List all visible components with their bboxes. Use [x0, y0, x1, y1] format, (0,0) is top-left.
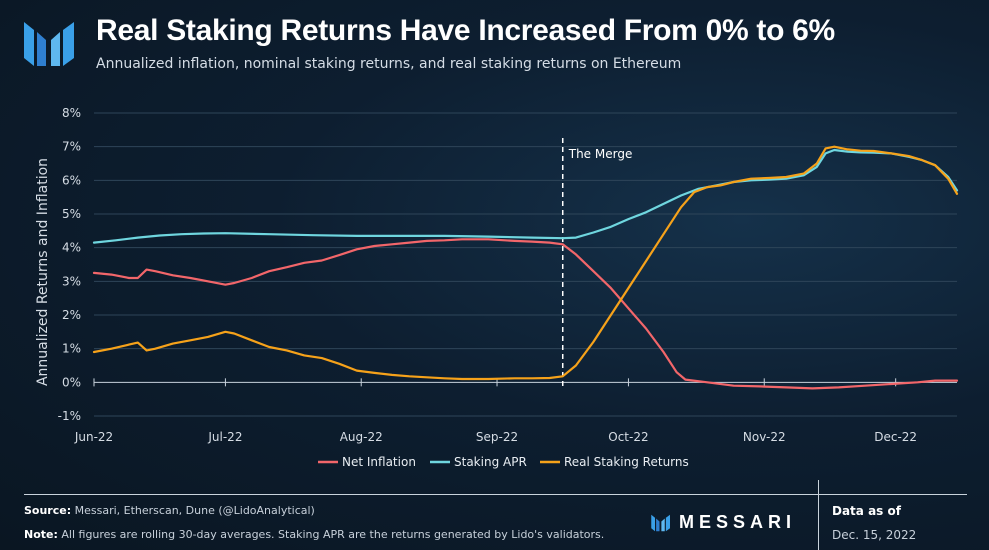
- merge-annotation: The Merge: [561, 138, 633, 389]
- series-line-net-inflation: [92, 238, 959, 390]
- y-tick-label: 2%: [62, 308, 81, 322]
- chart-legend: Net Inflation Staking APR Real Staking Ret…: [318, 455, 689, 469]
- x-tick-label: Sep-22: [476, 430, 518, 444]
- x-tick-label: Nov-22: [743, 430, 786, 444]
- series-line-real-staking-returns: [92, 145, 959, 381]
- footer-divider: [24, 494, 967, 495]
- y-tick-label: 6%: [62, 173, 81, 187]
- chart: -1% 0% 1% 2% 3% 4% 5% 6% 7% 8% Jun-22 Jul-22 Aug-22…: [35, 106, 959, 469]
- y-tick-label: 4%: [62, 241, 81, 255]
- legend-label: Staking APR: [454, 455, 527, 469]
- brand-wordmark: MESSARI: [679, 512, 797, 532]
- page-title: Real Staking Returns Have Increased From…: [96, 14, 835, 47]
- y-axis-label: Annualized Returns and Inflation: [35, 158, 51, 386]
- series-line-staking-apr: [92, 148, 959, 244]
- y-tick-label: 0%: [62, 375, 81, 389]
- messari-brand: MESSARI: [651, 512, 796, 533]
- legend-label: Real Staking Returns: [564, 455, 689, 469]
- x-tick-label: Aug-22: [340, 430, 383, 444]
- source-text: Source: Messari, Etherscan, Dune (@LidoA…: [24, 504, 315, 517]
- y-tick-label: -1%: [58, 409, 81, 423]
- data-as-of-label: Data as of: [832, 504, 901, 518]
- x-tick-label: Jun-22: [74, 430, 113, 444]
- footer-vertical-divider: [818, 480, 819, 550]
- x-tick-label: Jul-22: [207, 430, 242, 444]
- messari-logo-icon: [24, 22, 74, 66]
- y-tick-label: 5%: [62, 207, 81, 221]
- y-axis-ticks: -1% 0% 1% 2% 3% 4% 5% 6% 7% 8%: [58, 106, 81, 423]
- legend-label: Net Inflation: [342, 455, 416, 469]
- x-tick-label: Oct-22: [608, 430, 648, 444]
- note-text: Note: All figures are rolling 30-day ave…: [24, 528, 605, 541]
- x-axis-ticks: Jun-22 Jul-22 Aug-22 Sep-22 Oct-22 Nov-22 Dec-…: [74, 378, 917, 444]
- data-as-of-date: Dec. 15, 2022: [832, 528, 917, 542]
- page-subtitle: Annualized inflation, nominal staking re…: [96, 56, 682, 72]
- y-tick-label: 8%: [62, 106, 81, 120]
- x-tick-label: Dec-22: [874, 430, 917, 444]
- messari-small-logo-icon: [651, 514, 670, 531]
- chart-grid: [94, 112, 957, 417]
- y-tick-label: 3%: [62, 274, 81, 288]
- y-tick-label: 1%: [62, 342, 81, 356]
- chart-series: [92, 145, 959, 390]
- merge-label: The Merge: [568, 147, 633, 161]
- y-tick-label: 7%: [62, 140, 81, 154]
